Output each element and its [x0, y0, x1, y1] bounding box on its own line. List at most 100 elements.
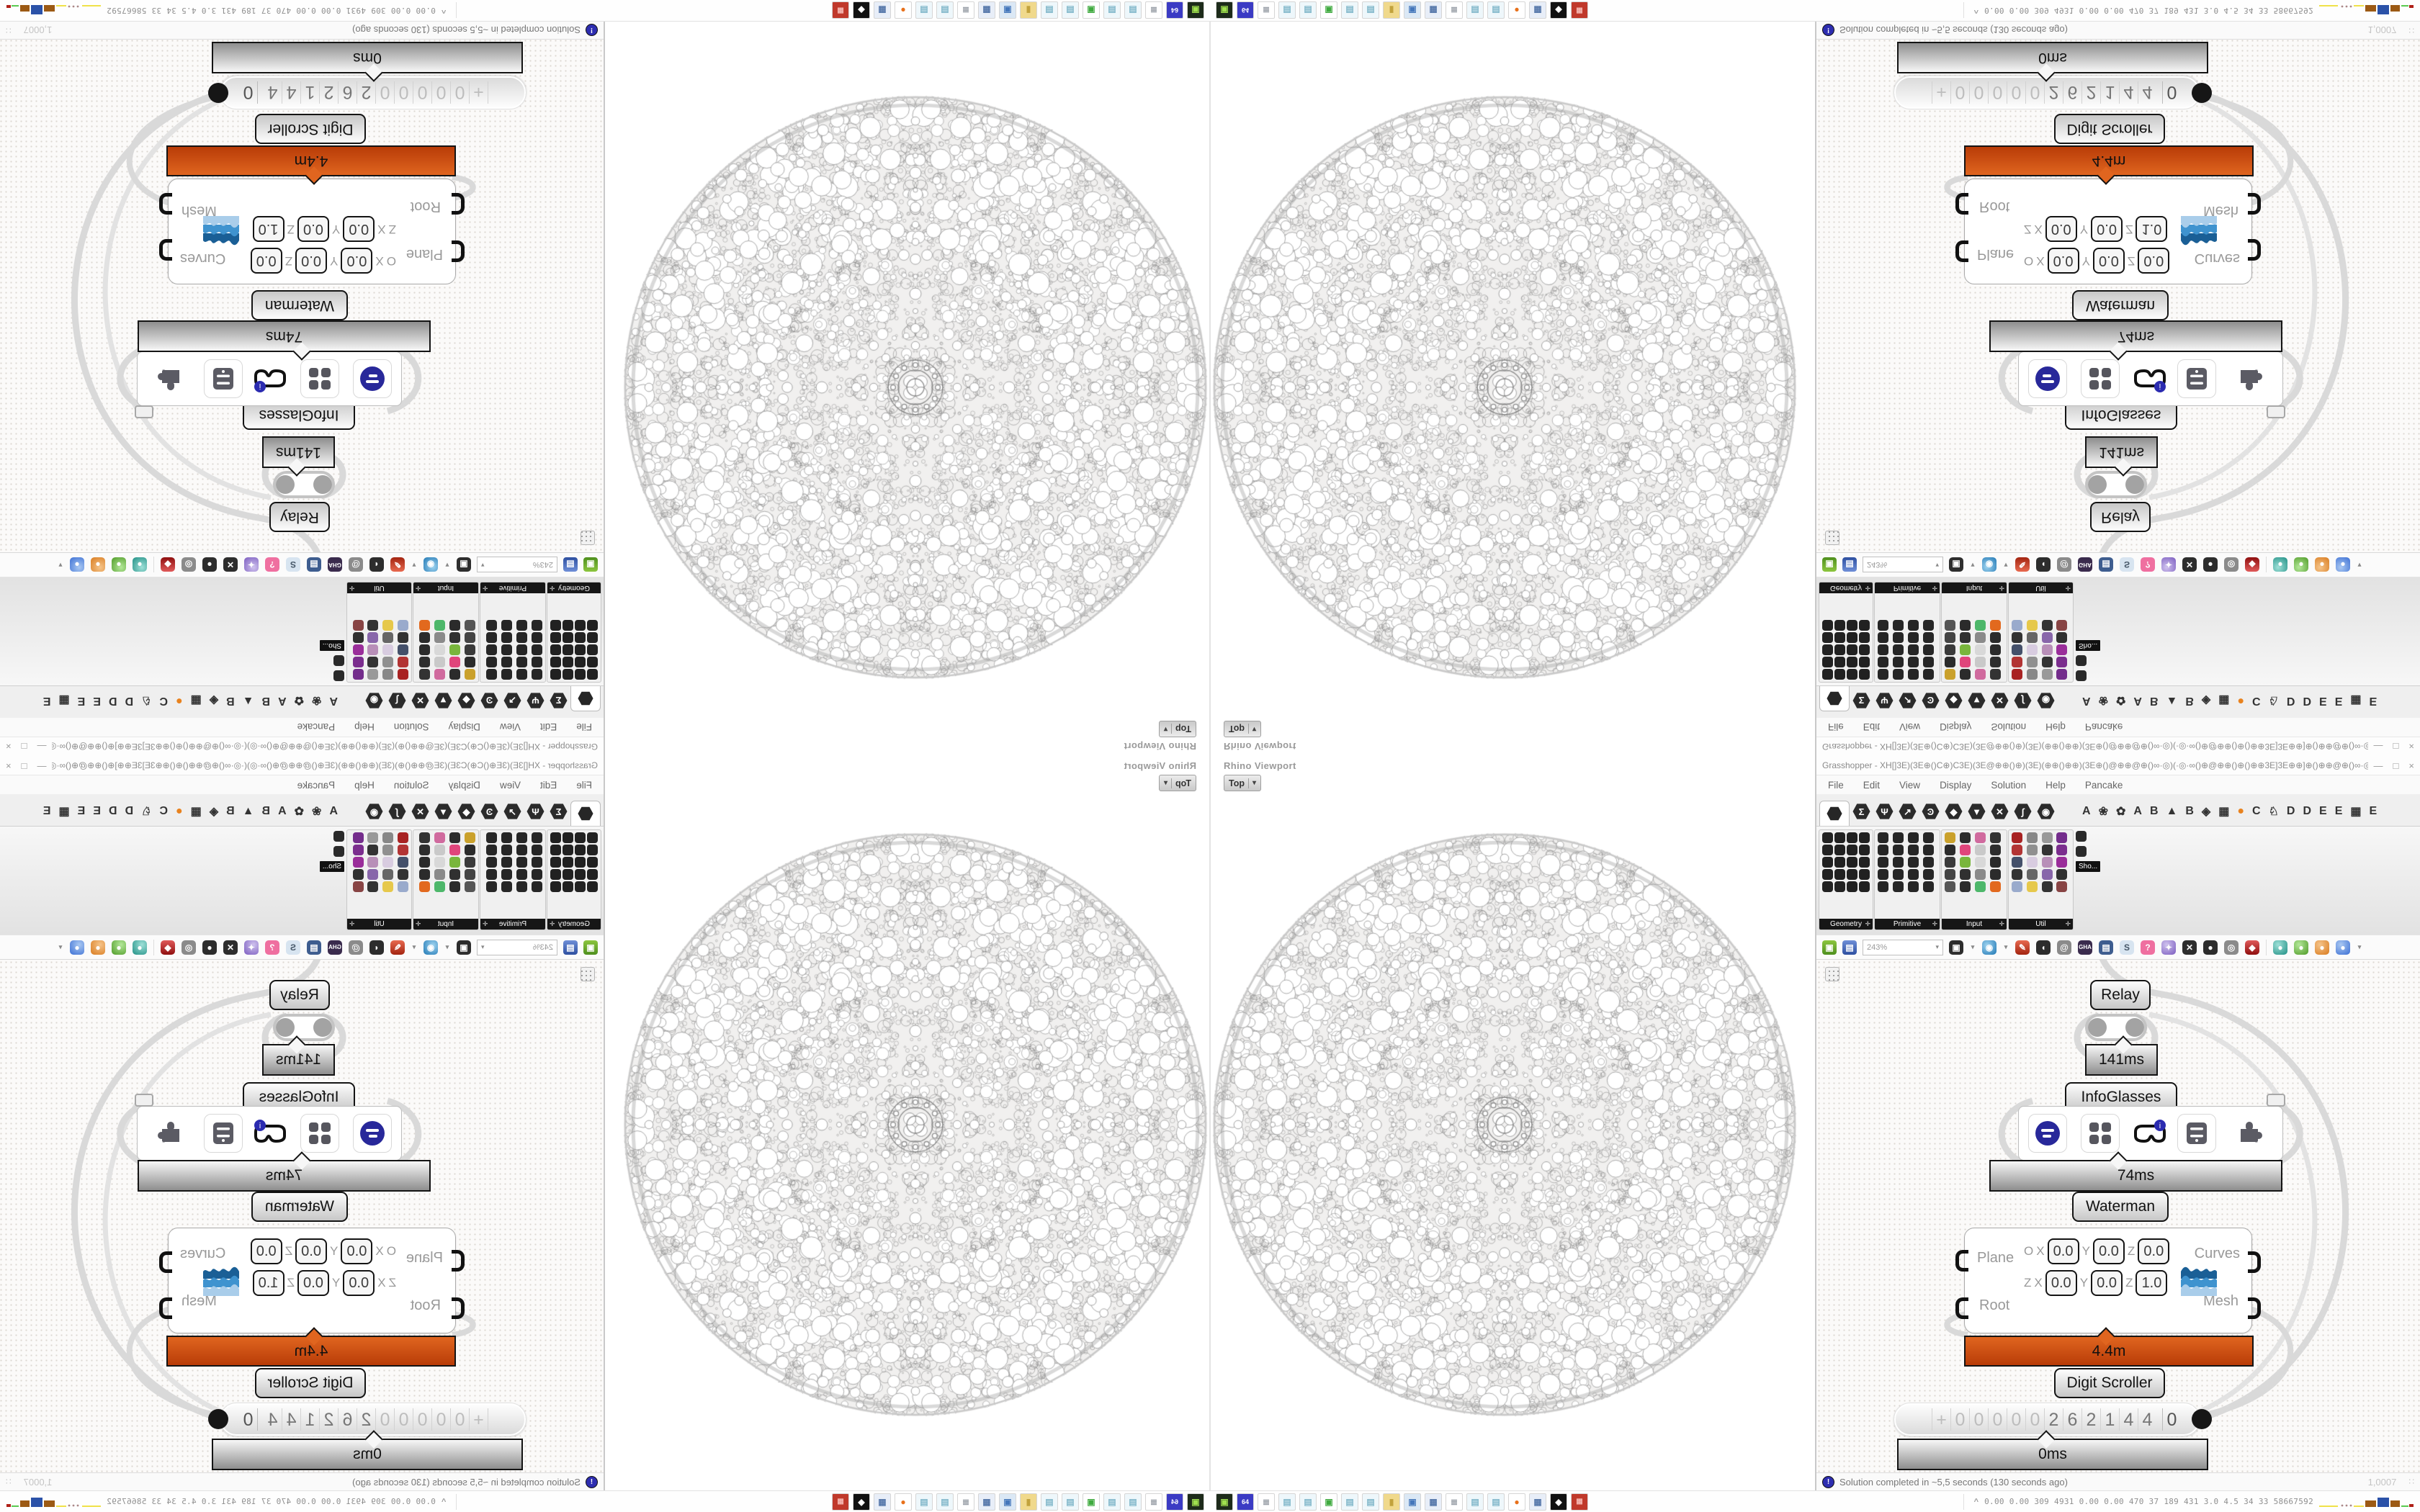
component-icon[interactable] [486, 857, 497, 868]
coord-z-field[interactable]: 0.0 [2138, 1238, 2170, 1264]
blue-ball-icon[interactable]: ● [70, 557, 84, 572]
tab-curve[interactable]: Ͽ [1922, 804, 1940, 819]
chevron-down-icon[interactable]: ▾ [1252, 779, 1257, 787]
component-icon[interactable] [1893, 669, 1904, 680]
component-icon[interactable] [398, 657, 408, 667]
scroller-knob[interactable] [2192, 83, 2212, 103]
component-icon[interactable] [1859, 632, 1870, 643]
preview-eye-icon[interactable]: ◉ [1982, 940, 1996, 955]
palette-icon-grid[interactable] [1875, 618, 1940, 682]
donut-icon[interactable]: ◎ [2224, 557, 2238, 572]
tab-addon-b[interactable]: B [2149, 805, 2159, 817]
infoglasses-component[interactable]: i [135, 351, 402, 418]
component-icon[interactable] [449, 881, 460, 892]
input-connector[interactable] [1955, 1297, 1968, 1319]
component-icon[interactable] [1908, 869, 1919, 880]
digit[interactable]: 1 [301, 1408, 320, 1431]
component-icon[interactable] [2026, 632, 2038, 643]
help-box-icon[interactable]: ? [2141, 940, 2155, 955]
component-icon[interactable] [2041, 644, 2053, 655]
component-icon[interactable] [382, 644, 394, 655]
component-icon[interactable] [2026, 845, 2038, 855]
component-icon[interactable] [532, 881, 542, 892]
component-icon[interactable] [1847, 832, 1857, 843]
expand-icon[interactable]: ✛ [1932, 585, 1937, 592]
blue-disc-icon[interactable] [353, 1114, 392, 1153]
menu-item[interactable]: Edit [1863, 721, 1881, 733]
menu-item[interactable]: Edit [539, 721, 557, 733]
board-icon[interactable] [2076, 846, 2087, 857]
palette-icon-grid[interactable] [1942, 618, 2007, 682]
component-icon[interactable] [449, 644, 460, 655]
menu-item[interactable]: Solution [393, 779, 429, 791]
calculator-app-icon[interactable]: ▦ [874, 1493, 891, 1511]
tab-addon-grid[interactable]: ▦ [190, 806, 202, 818]
component-icon[interactable] [2012, 832, 2022, 843]
component-icon[interactable] [575, 857, 586, 868]
component-icon[interactable] [550, 881, 561, 892]
minimize-button[interactable]: — [37, 760, 47, 771]
component-icon[interactable] [2012, 669, 2022, 680]
output-connector[interactable] [159, 1297, 172, 1319]
digit[interactable]: 4 [2138, 81, 2156, 104]
coord-y-field[interactable]: 0.0 [295, 1238, 328, 1264]
tab-addon-e[interactable]: E [2319, 695, 2327, 707]
menu-item[interactable]: Pancake [2084, 779, 2123, 791]
component-icon[interactable] [1990, 669, 2001, 680]
component-icon[interactable] [575, 669, 586, 680]
component-icon[interactable] [563, 620, 573, 631]
dropdown-caret-icon[interactable]: ▾ [58, 943, 63, 950]
digit[interactable]: 0 [376, 1408, 395, 1431]
tab-addon-grid2[interactable]: ▦ [58, 694, 70, 706]
component-icon[interactable] [1923, 620, 1934, 631]
component-icon[interactable] [1975, 644, 1986, 655]
component-icon[interactable] [1893, 881, 1904, 892]
component-icon[interactable] [563, 845, 573, 855]
component-icon[interactable] [1923, 832, 1934, 843]
tab-vector[interactable]: ↗ [1899, 804, 1917, 819]
menu-item[interactable]: View [1899, 721, 1921, 733]
component-icon[interactable] [352, 644, 364, 655]
tab-addon-a[interactable]: A [329, 805, 338, 817]
output-connector[interactable] [159, 193, 172, 215]
close-button[interactable]: × [2408, 741, 2414, 752]
component-icon[interactable] [1923, 632, 1934, 643]
component-icon[interactable] [1859, 869, 1870, 880]
teal-ball-icon[interactable]: ● [133, 557, 147, 572]
input-connector[interactable] [452, 1250, 465, 1272]
waterman-component[interactable]: Plane Root Curves Mesh O X 0.0 Y 0.0 Z 0… [159, 1228, 465, 1333]
component-icon[interactable] [1960, 881, 1971, 892]
digit[interactable]: 0 [2025, 1408, 2044, 1431]
digit[interactable]: 1 [301, 81, 320, 104]
component-icon[interactable] [1859, 657, 1870, 667]
tab-addon-leaf[interactable]: ❀ [312, 694, 322, 706]
teal-ball-icon[interactable]: ● [133, 940, 147, 955]
menu-item[interactable]: Display [448, 779, 480, 791]
component-icon[interactable] [398, 669, 408, 680]
tab-addon-gear[interactable]: ✿ [294, 694, 305, 706]
tab-addon-a2[interactable]: A [2133, 695, 2142, 707]
input-connector[interactable] [1955, 193, 1968, 215]
palette-icon-grid[interactable] [2009, 830, 2073, 894]
coord-x-field[interactable]: 0.0 [2045, 216, 2077, 242]
component-icon[interactable] [2012, 857, 2022, 868]
tab-addon-orange[interactable]: ● [175, 695, 183, 707]
component-icon[interactable] [587, 857, 598, 868]
help-box-icon[interactable]: ? [265, 940, 279, 955]
component-icon[interactable] [352, 845, 364, 855]
open-file-button[interactable]: ▣ [1822, 557, 1837, 572]
menu-item[interactable]: Help [2045, 779, 2066, 791]
component-icon[interactable] [501, 669, 512, 680]
chevron-down-icon[interactable]: ▾ [481, 562, 485, 569]
component-icon[interactable] [1945, 857, 1955, 868]
component-icon[interactable] [486, 644, 497, 655]
digit[interactable]: 0 [413, 1408, 432, 1431]
search-icon[interactable]: S [2120, 940, 2134, 955]
component-icon[interactable] [587, 632, 598, 643]
component-icon[interactable] [486, 657, 497, 667]
sketch-pen-icon[interactable]: ✎ [390, 557, 405, 572]
component-icon[interactable] [2056, 832, 2068, 843]
tab-addon-d2[interactable]: D [2303, 695, 2312, 707]
calculator-app-icon[interactable]: ▦ [978, 1, 995, 19]
maximize-button[interactable]: □ [2393, 760, 2399, 771]
